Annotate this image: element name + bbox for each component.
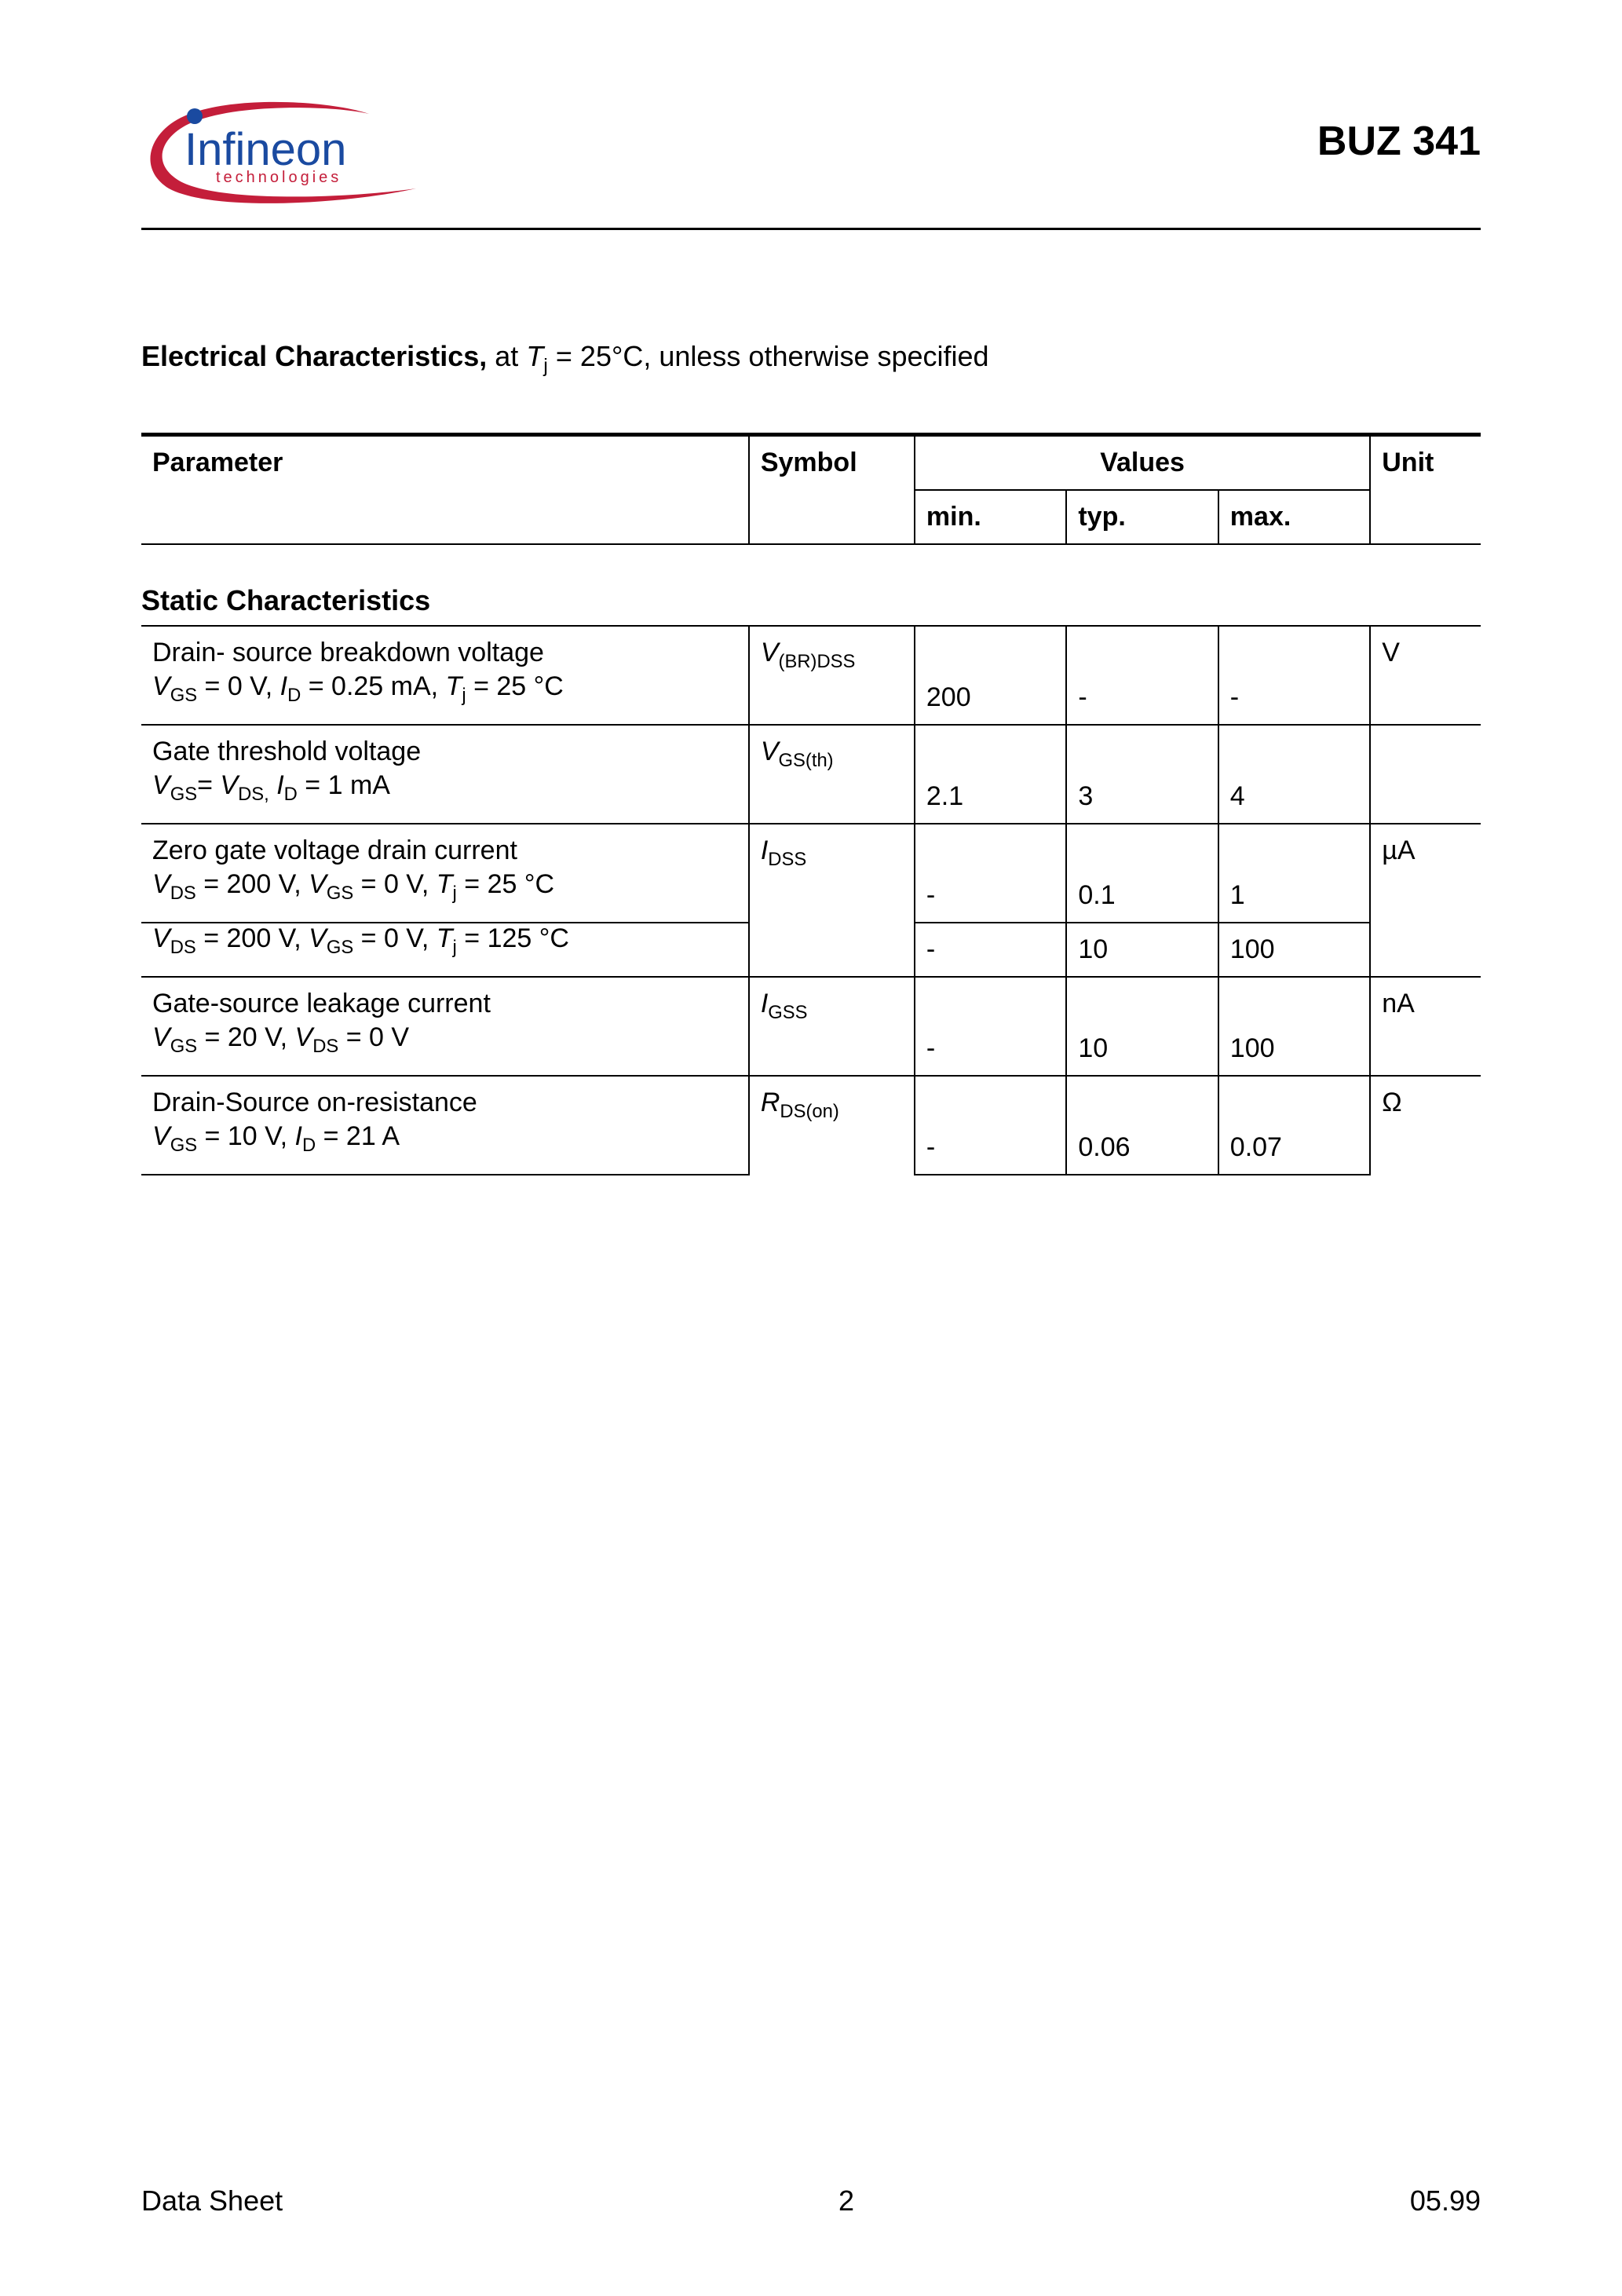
param-condition: VDS = 200 V, VGS = 0 V, Tj = 25 °C: [141, 869, 749, 923]
value-cell: [1218, 824, 1370, 869]
col-typ: typ.: [1066, 490, 1218, 544]
col-min: min.: [915, 490, 1066, 544]
param-symbol: RDS(on): [749, 1076, 915, 1175]
param-condition: VGS= VDS, ID = 1 mA: [141, 770, 749, 824]
value-cell: [1218, 977, 1370, 1022]
value-cell: -: [1066, 671, 1218, 725]
value-cell: [915, 725, 1066, 770]
value-cell: [1066, 725, 1218, 770]
param-symbol: IDSS: [749, 824, 915, 977]
col-parameter: Parameter: [141, 435, 749, 545]
value-cell: [915, 1076, 1066, 1121]
col-unit: Unit: [1370, 435, 1481, 545]
datasheet-page: Infineon technologies BUZ 341 Electrical…: [0, 0, 1622, 2296]
param-name: Drain- source breakdown voltage: [141, 626, 749, 671]
logo-text-main: Infineon: [184, 124, 346, 175]
value-cell: [1066, 626, 1218, 671]
section-title: Electrical Characteristics, at Tj = 25°C…: [141, 340, 1481, 378]
value-cell: 0.06: [1066, 1121, 1218, 1175]
unit-cell: Ω: [1370, 1076, 1481, 1175]
param-condition: VGS = 20 V, VDS = 0 V: [141, 1022, 749, 1076]
param-symbol: VGS(th): [749, 725, 915, 824]
col-values: Values: [915, 435, 1370, 491]
unit-cell: [1370, 725, 1481, 824]
value-cell: 1: [1218, 869, 1370, 923]
page-header: Infineon technologies BUZ 341: [141, 94, 1481, 228]
footer-page-number: 2: [838, 2184, 854, 2217]
value-cell: 4: [1218, 770, 1370, 824]
param-name: Zero gate voltage drain current: [141, 824, 749, 869]
unit-cell: nA: [1370, 977, 1481, 1076]
param-condition: VDS = 200 V, VGS = 0 V, Tj = 125 °C: [141, 923, 749, 977]
value-cell: 200: [915, 671, 1066, 725]
value-cell: [1218, 626, 1370, 671]
value-cell: [915, 977, 1066, 1022]
value-cell: 10: [1066, 1022, 1218, 1076]
value-cell: [1218, 1076, 1370, 1121]
value-cell: 100: [1218, 1022, 1370, 1076]
col-max: max.: [1218, 490, 1370, 544]
param-name: Drain-Source on-resistance: [141, 1076, 749, 1121]
value-cell: -: [915, 869, 1066, 923]
value-cell: 100: [1218, 923, 1370, 977]
footer-left: Data Sheet: [141, 2184, 283, 2217]
value-cell: 0.07: [1218, 1121, 1370, 1175]
value-cell: [1218, 725, 1370, 770]
spec-table-header: Parameter Symbol Values Unit min. typ. m…: [141, 433, 1481, 545]
param-symbol: V(BR)DSS: [749, 626, 915, 725]
header-divider: [141, 228, 1481, 230]
value-cell: -: [915, 1121, 1066, 1175]
value-cell: [1066, 977, 1218, 1022]
part-number: BUZ 341: [1317, 94, 1481, 165]
param-name: Gate-source leakage current: [141, 977, 749, 1022]
value-cell: -: [915, 923, 1066, 977]
param-name: Gate threshold voltage: [141, 725, 749, 770]
spec-table-body: Drain- source breakdown voltageV(BR)DSSV…: [141, 625, 1481, 1175]
value-cell: -: [915, 1022, 1066, 1076]
param-condition: VGS = 10 V, ID = 21 A: [141, 1121, 749, 1175]
value-cell: [1066, 824, 1218, 869]
value-cell: 0.1: [1066, 869, 1218, 923]
page-footer: Data Sheet 2 05.99: [141, 2184, 1481, 2217]
unit-cell: µA: [1370, 824, 1481, 977]
group-title-static: Static Characteristics: [141, 584, 1481, 617]
param-symbol: IGSS: [749, 977, 915, 1076]
value-cell: 10: [1066, 923, 1218, 977]
infineon-logo: Infineon technologies: [141, 94, 424, 212]
value-cell: [915, 626, 1066, 671]
param-condition: VGS = 0 V, ID = 0.25 mA, Tj = 25 °C: [141, 671, 749, 725]
unit-cell: V: [1370, 626, 1481, 725]
value-cell: 2.1: [915, 770, 1066, 824]
col-symbol: Symbol: [749, 435, 915, 545]
value-cell: 3: [1066, 770, 1218, 824]
footer-date: 05.99: [1410, 2184, 1481, 2217]
value-cell: -: [1218, 671, 1370, 725]
logo-text-sub: technologies: [216, 169, 342, 186]
value-cell: [915, 824, 1066, 869]
value-cell: [1066, 1076, 1218, 1121]
